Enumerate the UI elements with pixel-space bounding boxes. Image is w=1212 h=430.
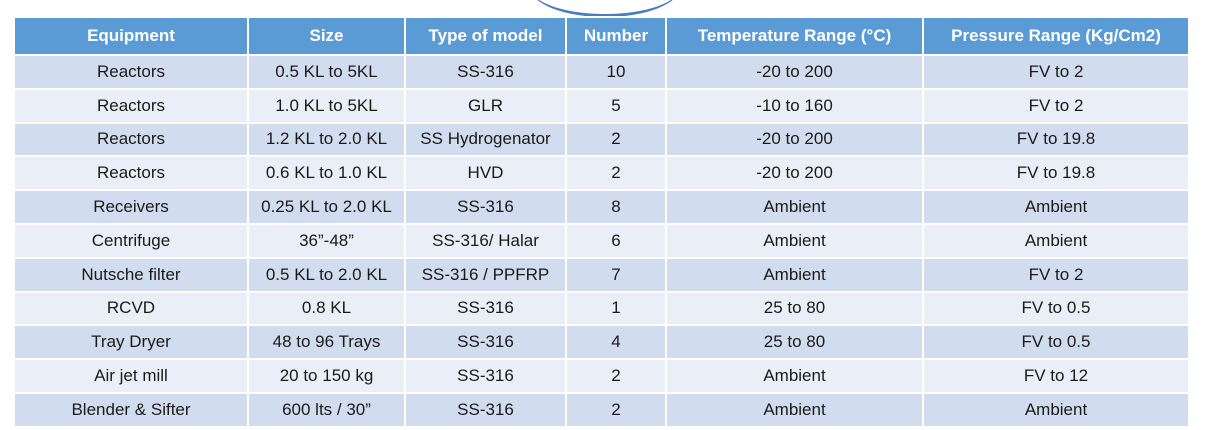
- cell-temperature-range: Ambient: [665, 222, 924, 259]
- cell-type-of-model: SS-316/ Halar: [404, 222, 567, 259]
- cell-type-of-model: SS-316: [404, 324, 567, 361]
- cell-number: 2: [565, 121, 667, 158]
- cell-type-of-model: HVD: [404, 155, 567, 192]
- cell-pressure-range: Ambient: [922, 391, 1190, 428]
- cell-equipment: Nutsche filter: [13, 256, 249, 293]
- cell-number: 5: [565, 87, 667, 124]
- cell-temperature-range: -20 to 200: [665, 155, 924, 192]
- cell-equipment: Blender & Sifter: [13, 391, 249, 428]
- table-row: Reactors 1.0 KL to 5KL GLR 5 -10 to 160 …: [13, 87, 1190, 124]
- cell-temperature-range: Ambient: [665, 256, 924, 293]
- cell-type-of-model: SS-316: [404, 391, 567, 428]
- cell-pressure-range: FV to 19.8: [922, 155, 1190, 192]
- cell-pressure-range: FV to 19.8: [922, 121, 1190, 158]
- cell-pressure-range: Ambient: [922, 222, 1190, 259]
- header-pressure-range: Pressure Range (Kg/Cm2): [922, 16, 1190, 56]
- cell-type-of-model: SS-316 / PPFRP: [404, 256, 567, 293]
- cell-size: 0.6 KL to 1.0 KL: [247, 155, 406, 192]
- cell-equipment: Air jet mill: [13, 358, 249, 394]
- cell-size: 0.5 KL to 2.0 KL: [247, 256, 406, 293]
- table-row: Receivers 0.25 KL to 2.0 KL SS-316 8 Amb…: [13, 189, 1190, 225]
- header-equipment: Equipment: [13, 16, 249, 56]
- cell-temperature-range: -20 to 200: [665, 121, 924, 158]
- header-temperature-range: Temperature Range (°C): [665, 16, 924, 56]
- cell-number: 10: [565, 54, 667, 90]
- cell-temperature-range: 25 to 80: [665, 324, 924, 361]
- table-header-row: Equipment Size Type of model Number Temp…: [13, 16, 1190, 56]
- cell-type-of-model: SS-316: [404, 54, 567, 90]
- cell-pressure-range: FV to 2: [922, 256, 1190, 293]
- cell-size: 36”-48”: [247, 222, 406, 259]
- cell-size: 0.5 KL to 5KL: [247, 54, 406, 90]
- cell-size: 48 to 96 Trays: [247, 324, 406, 361]
- cell-size: 0.8 KL: [247, 290, 406, 327]
- header-number: Number: [565, 16, 667, 56]
- cell-size: 20 to 150 kg: [247, 358, 406, 394]
- cell-temperature-range: -20 to 200: [665, 54, 924, 90]
- decorative-arc: [530, 0, 680, 17]
- cell-equipment: RCVD: [13, 290, 249, 327]
- table-row: Reactors 0.6 KL to 1.0 KL HVD 2 -20 to 2…: [13, 155, 1190, 192]
- cell-number: 7: [565, 256, 667, 293]
- cell-equipment: Reactors: [13, 54, 249, 90]
- cell-type-of-model: SS-316: [404, 358, 567, 394]
- table-row: Reactors 0.5 KL to 5KL SS-316 10 -20 to …: [13, 54, 1190, 90]
- header-size: Size: [247, 16, 406, 56]
- cell-equipment: Centrifuge: [13, 222, 249, 259]
- cell-size: 0.25 KL to 2.0 KL: [247, 189, 406, 225]
- cell-pressure-range: FV to 2: [922, 87, 1190, 124]
- cell-temperature-range: 25 to 80: [665, 290, 924, 327]
- table-row: Reactors 1.2 KL to 2.0 KL SS Hydrogenato…: [13, 121, 1190, 158]
- cell-type-of-model: SS-316: [404, 290, 567, 327]
- cell-number: 2: [565, 391, 667, 428]
- cell-temperature-range: -10 to 160: [665, 87, 924, 124]
- equipment-table: Equipment Size Type of model Number Temp…: [13, 16, 1190, 428]
- cell-type-of-model: SS Hydrogenator: [404, 121, 567, 158]
- cell-type-of-model: GLR: [404, 87, 567, 124]
- cell-equipment: Receivers: [13, 189, 249, 225]
- cell-pressure-range: FV to 2: [922, 54, 1190, 90]
- cell-number: 6: [565, 222, 667, 259]
- cell-size: 1.2 KL to 2.0 KL: [247, 121, 406, 158]
- cell-equipment: Tray Dryer: [13, 324, 249, 361]
- cell-temperature-range: Ambient: [665, 358, 924, 394]
- cell-size: 1.0 KL to 5KL: [247, 87, 406, 124]
- cell-size: 600 lts / 30”: [247, 391, 406, 428]
- table-row: Centrifuge 36”-48” SS-316/ Halar 6 Ambie…: [13, 222, 1190, 259]
- cell-temperature-range: Ambient: [665, 189, 924, 225]
- cell-temperature-range: Ambient: [665, 391, 924, 428]
- cell-equipment: Reactors: [13, 87, 249, 124]
- cell-pressure-range: FV to 12: [922, 358, 1190, 394]
- cell-pressure-range: FV to 0.5: [922, 324, 1190, 361]
- cell-number: 1: [565, 290, 667, 327]
- table-row: Nutsche filter 0.5 KL to 2.0 KL SS-316 /…: [13, 256, 1190, 293]
- cell-number: 2: [565, 358, 667, 394]
- cell-equipment: Reactors: [13, 121, 249, 158]
- cell-number: 4: [565, 324, 667, 361]
- cell-number: 8: [565, 189, 667, 225]
- cell-equipment: Reactors: [13, 155, 249, 192]
- table-row: Tray Dryer 48 to 96 Trays SS-316 4 25 to…: [13, 324, 1190, 361]
- cell-pressure-range: Ambient: [922, 189, 1190, 225]
- cell-number: 2: [565, 155, 667, 192]
- cell-type-of-model: SS-316: [404, 189, 567, 225]
- table-row: Air jet mill 20 to 150 kg SS-316 2 Ambie…: [13, 358, 1190, 394]
- table-row: RCVD 0.8 KL SS-316 1 25 to 80 FV to 0.5: [13, 290, 1190, 327]
- header-type-of-model: Type of model: [404, 16, 567, 56]
- cell-pressure-range: FV to 0.5: [922, 290, 1190, 327]
- table-row: Blender & Sifter 600 lts / 30” SS-316 2 …: [13, 391, 1190, 428]
